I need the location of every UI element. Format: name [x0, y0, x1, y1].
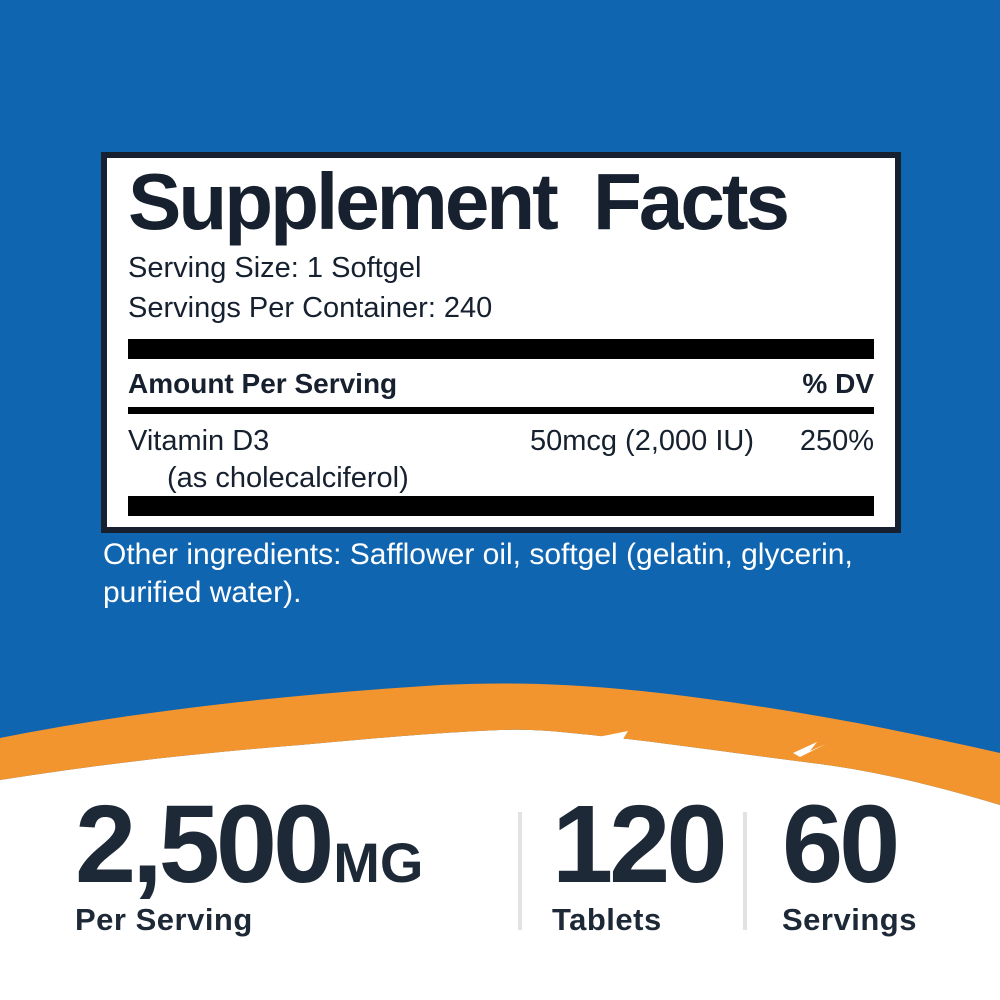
supplement-facts-panel: Supplement Facts Serving Size: 1 Softgel… [101, 152, 901, 533]
serving-size-line: Serving Size: 1 Softgel [128, 252, 422, 284]
nutrient-name: Vitamin D3 [128, 424, 270, 457]
stat-tablets-value: 120 [552, 783, 728, 906]
percent-dv-header: % DV [802, 367, 874, 399]
nutrient-amount: 50mcg (2,000 IU) [529, 424, 754, 457]
brush-texture-mark [793, 742, 826, 757]
stat-value-row: 60 [782, 783, 917, 906]
separator-bar-thick [128, 338, 874, 359]
separator-bar-bottom [128, 496, 874, 516]
column-header-row: Amount Per Serving % DV [128, 359, 874, 407]
stat-per-serving-label: Per Serving [75, 902, 253, 938]
stat-per-serving: 2,500 MG Per Serving [75, 783, 424, 938]
stat-servings: 60 Servings [782, 783, 917, 938]
stats-divider [743, 812, 747, 930]
stat-servings-value: 60 [782, 783, 900, 906]
nutrient-dv: 250% [799, 424, 874, 457]
stat-servings-label: Servings [782, 902, 917, 938]
separator-bar-thin [128, 406, 874, 414]
other-ingredients-line-2: purified water). [103, 576, 302, 610]
stat-tablets-label: Tablets [552, 902, 662, 938]
servings-per-container-line: Servings Per Container: 240 [128, 292, 493, 325]
other-ingredients-line-1: Other ingredients: Safflower oil, softge… [103, 538, 853, 571]
amount-per-serving-header: Amount Per Serving [128, 367, 398, 399]
white-lower-area [0, 729, 1000, 1000]
other-ingredients: Other ingredients: Safflower oil, softge… [103, 536, 963, 613]
brush-texture-mark [598, 731, 628, 739]
stat-value-row: 2,500 MG [75, 783, 424, 906]
panel-title: Supplement Facts [128, 157, 790, 246]
nutrient-row: Vitamin D3 50mcg (2,000 IU) 250% [128, 414, 874, 458]
stat-per-serving-value: 2,500 [75, 783, 334, 906]
stats-divider [518, 812, 522, 930]
stat-tablets: 120 Tablets [552, 783, 728, 938]
orange-brush-stroke [0, 683, 1000, 805]
stat-per-serving-unit: MG [333, 831, 424, 894]
stat-value-row: 120 [552, 783, 728, 906]
nutrient-name-detail: (as cholecalciferol) [167, 461, 409, 494]
